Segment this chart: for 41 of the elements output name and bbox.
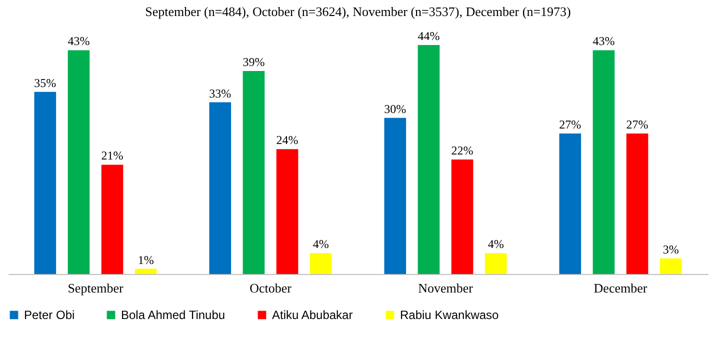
legend-label: Atiku Abubakar (272, 308, 353, 322)
bar (626, 133, 648, 274)
data-label: 3% (662, 242, 679, 256)
bar (592, 50, 615, 274)
legend-label: Peter Obi (24, 308, 75, 322)
bar (34, 92, 56, 274)
data-label: 21% (101, 148, 124, 163)
x-tick-label: September (68, 280, 124, 296)
data-label: 22% (451, 144, 474, 158)
bar (242, 71, 265, 274)
data-label: 4% (312, 237, 329, 252)
bar (451, 160, 474, 274)
legend-label: Bola Ahmed Tinubu (121, 308, 226, 322)
bar (310, 253, 332, 274)
bar (134, 268, 157, 274)
chart-title: September (n=484), October (n=3624), November (n=3537), December (n=1973) (145, 4, 571, 19)
data-label: 30% (384, 102, 406, 116)
bar (68, 50, 90, 274)
data-label: 39% (242, 55, 265, 70)
data-label: 1% (138, 252, 154, 267)
data-label: 4% (488, 237, 504, 252)
data-label: 43% (68, 34, 90, 48)
bar (209, 102, 232, 274)
data-label: 27% (559, 117, 582, 132)
data-label: 33% (209, 86, 232, 100)
bar (101, 164, 124, 274)
bar (559, 133, 582, 274)
data-label: 35% (34, 76, 56, 90)
bar (660, 258, 682, 274)
x-tick-label: October (250, 280, 292, 296)
x-tick-label: November (418, 280, 474, 296)
data-label: 44% (418, 29, 440, 44)
data-label: 43% (592, 34, 615, 48)
bar (484, 253, 507, 274)
bar (276, 149, 298, 274)
bar (418, 45, 440, 274)
bar (384, 118, 406, 274)
x-tick-label: December (594, 280, 648, 296)
data-label: 27% (626, 117, 648, 132)
data-label: 24% (276, 133, 298, 148)
legend-label: Rabiu Kwankwaso (400, 308, 500, 322)
